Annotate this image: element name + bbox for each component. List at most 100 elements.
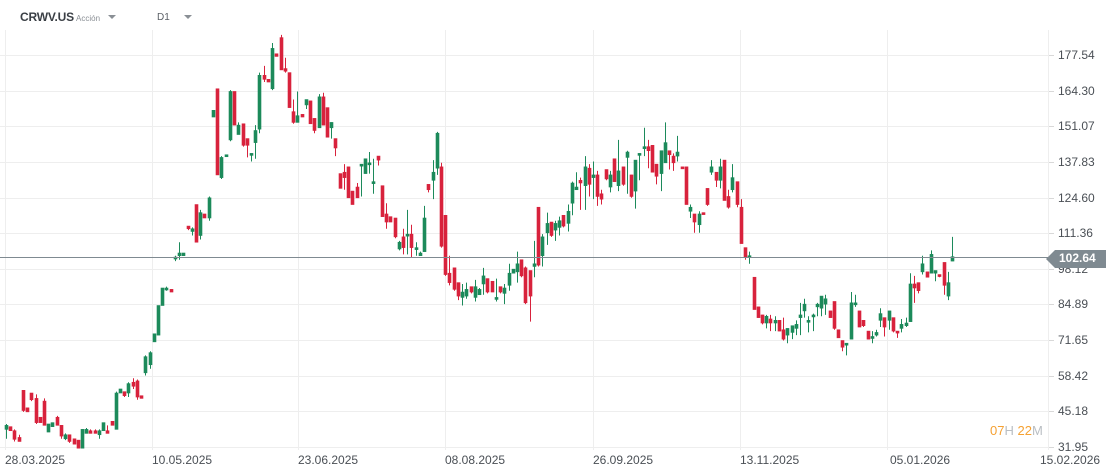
timeframe-dropdown-chevron-icon[interactable]	[184, 15, 192, 19]
candle	[164, 286, 169, 291]
y-axis-label: 137.83	[1058, 154, 1095, 169]
candle	[8, 426, 13, 432]
candle	[929, 250, 934, 274]
candle	[232, 91, 237, 126]
candle	[308, 100, 313, 125]
candle	[794, 320, 799, 336]
candle	[519, 259, 524, 278]
candle	[574, 172, 579, 191]
candle	[72, 438, 77, 445]
candle	[604, 169, 609, 181]
candle	[528, 270, 533, 322]
candle	[887, 310, 892, 330]
candle	[684, 166, 689, 205]
candle	[595, 170, 600, 206]
candle	[654, 163, 659, 185]
x-axis-label: 13.11.2025	[740, 453, 800, 467]
y-axis-label: 84.89	[1058, 297, 1089, 312]
candle	[735, 181, 740, 208]
candle	[925, 271, 930, 278]
candle	[823, 294, 828, 315]
candle	[405, 209, 410, 255]
candle	[553, 220, 558, 241]
candle	[916, 282, 921, 294]
candle	[198, 209, 203, 240]
candle	[545, 212, 550, 245]
candle	[422, 205, 427, 252]
countdown-hours: 07	[990, 423, 1005, 438]
candle	[532, 240, 537, 278]
candle	[828, 310, 833, 318]
candle	[815, 302, 820, 317]
candle	[756, 306, 761, 318]
candle	[160, 287, 165, 306]
candle	[473, 279, 478, 302]
candle	[122, 391, 127, 398]
candle	[561, 215, 566, 228]
candle	[764, 314, 769, 329]
candle	[414, 242, 419, 256]
candle	[257, 72, 262, 134]
candle	[312, 118, 317, 134]
candle	[325, 107, 330, 138]
candle	[802, 298, 807, 318]
y-axis-label: 151.07	[1058, 119, 1095, 134]
candle	[426, 184, 431, 193]
candle	[152, 333, 157, 343]
candle	[515, 251, 520, 283]
candle	[156, 305, 161, 336]
timeframe-selector[interactable]: D1	[157, 12, 170, 23]
candle	[169, 289, 174, 293]
candle	[21, 390, 26, 412]
candle	[806, 316, 811, 333]
candle	[726, 189, 731, 209]
candle	[481, 267, 486, 295]
candle	[110, 420, 115, 426]
candle	[760, 314, 765, 325]
candle	[431, 160, 436, 200]
candle	[646, 139, 651, 169]
candle	[920, 255, 925, 275]
candle	[17, 434, 22, 442]
candle	[380, 185, 385, 217]
candle	[207, 196, 212, 221]
candle	[317, 94, 322, 129]
candle	[321, 92, 326, 126]
candle	[186, 225, 191, 231]
candle	[625, 150, 630, 194]
candle	[608, 170, 613, 193]
candle	[811, 313, 816, 332]
candle	[283, 57, 288, 73]
candle	[363, 158, 368, 174]
candle	[891, 317, 896, 333]
candle	[485, 278, 490, 294]
candle	[464, 282, 469, 299]
candle	[452, 267, 457, 291]
x-axis-label: 15.02.2026	[1040, 453, 1101, 467]
candle	[494, 278, 499, 302]
countdown-minutes-unit: M	[1031, 423, 1043, 438]
candle	[773, 316, 778, 332]
candle	[667, 150, 672, 170]
candle	[279, 34, 284, 71]
candle	[861, 320, 866, 328]
symbol-dropdown-chevron-icon[interactable]	[108, 15, 116, 19]
candle	[663, 122, 668, 164]
candle	[300, 114, 305, 118]
candle	[709, 160, 714, 175]
candle	[287, 72, 292, 108]
x-axis-label: 26.09.2025	[593, 453, 654, 467]
candle	[849, 292, 854, 340]
candle	[633, 159, 638, 209]
x-axis-label: 28.03.2025	[5, 453, 66, 467]
candle	[443, 215, 448, 276]
candle	[878, 308, 883, 328]
candle	[245, 138, 250, 158]
candle	[262, 65, 267, 83]
candle	[249, 153, 254, 162]
candle	[270, 42, 275, 91]
candle	[241, 123, 246, 147]
candle	[101, 422, 106, 432]
symbol-selector[interactable]: CRWV.US	[20, 10, 74, 24]
